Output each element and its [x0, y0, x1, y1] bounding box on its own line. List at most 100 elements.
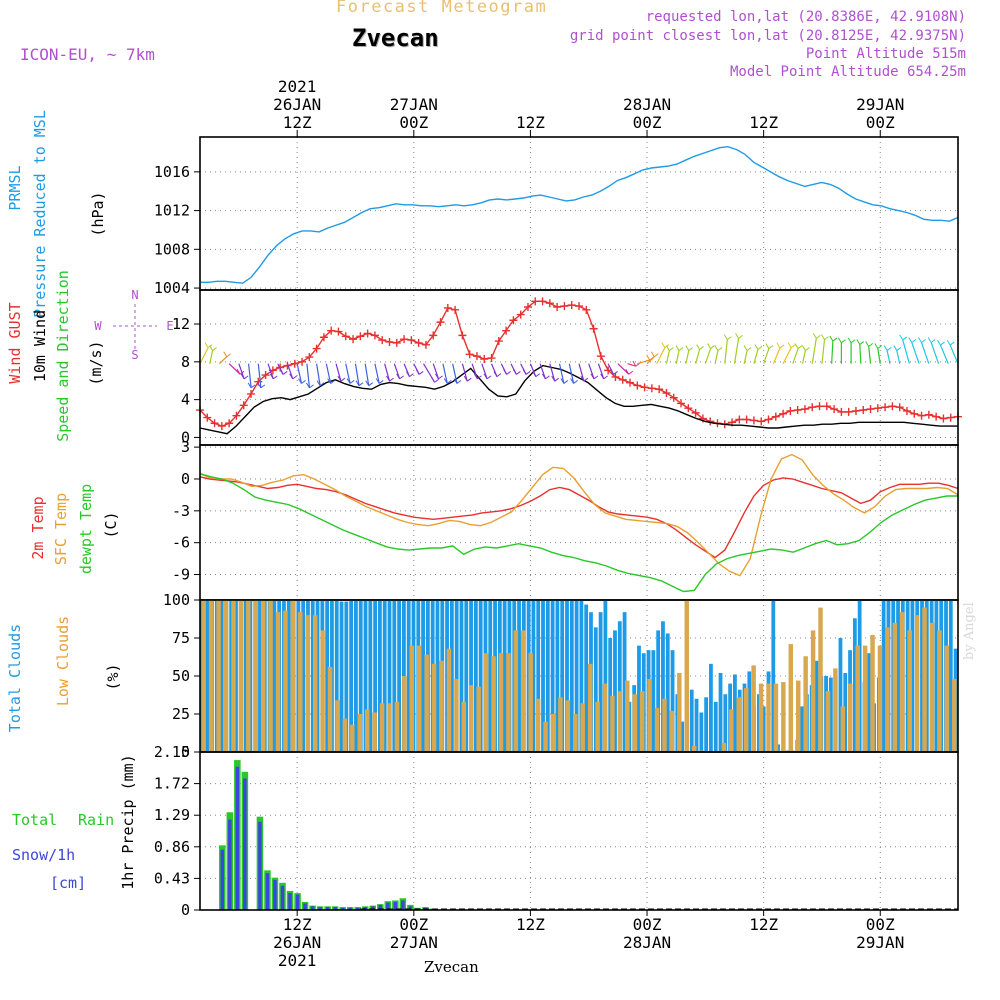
wind-arrow: [939, 344, 949, 364]
bottom-hour-label: 12Z: [516, 915, 545, 934]
gust-marker: [247, 389, 256, 398]
gust-marker: [859, 406, 868, 415]
low-cloud-bar: [491, 656, 496, 752]
total-cloud-bar: [478, 600, 483, 752]
precip-snow-bar: [235, 766, 240, 910]
total-cloud-bar: [656, 630, 661, 752]
wind-arrowhead: [560, 378, 569, 384]
ytick-label: 1.29: [154, 806, 190, 824]
wind-arrowhead: [337, 375, 346, 382]
precip-snow-bar: [280, 885, 285, 910]
ylabel-temp-2: dewpt Temp: [77, 484, 95, 574]
wind-arrowhead: [865, 341, 874, 347]
wind-arrowhead: [493, 371, 502, 378]
low-cloud-bar: [781, 682, 786, 752]
compass-e: E: [166, 319, 173, 333]
low-cloud-bar: [788, 644, 794, 752]
panel-frame: [199, 444, 959, 601]
low-cloud-bar: [320, 630, 325, 752]
wind-arrowhead: [899, 334, 908, 341]
low-cloud-bar: [632, 694, 637, 752]
total-cloud-bar: [344, 601, 349, 752]
low-cloud-bar: [461, 701, 467, 752]
gust-marker: [203, 413, 212, 422]
wind-arrowhead: [570, 378, 578, 384]
low-cloud-bar: [610, 695, 615, 752]
low-cloud-bar: [550, 714, 556, 752]
precip-snow-bar: [310, 906, 315, 910]
total-cloud-bar: [469, 600, 473, 752]
wind-arrowhead: [247, 382, 256, 389]
low-cloud-bar: [952, 679, 957, 752]
total-cloud-bar: [603, 600, 608, 752]
total-cloud-bar: [536, 600, 541, 752]
low-cloud-bar: [216, 600, 221, 752]
ytick-label: 0: [181, 428, 190, 446]
wind-arrow: [831, 341, 834, 364]
total-cloud-bar: [661, 621, 665, 752]
ytick-label: -9: [172, 566, 190, 584]
wind-arrowhead: [765, 343, 774, 349]
wind-arrow: [257, 363, 262, 388]
wind-arrow: [588, 363, 595, 380]
gust-marker: [932, 412, 941, 421]
wind-arrow: [597, 363, 605, 380]
ylabel-snow-unit: [cm]: [50, 874, 86, 892]
low-cloud-bar: [944, 645, 950, 752]
total-cloud-bar: [517, 600, 521, 752]
wind-arrow: [949, 344, 959, 364]
gust-marker: [611, 372, 620, 381]
ytick-label: 25: [172, 705, 190, 723]
gust-marker: [742, 415, 751, 424]
wind-arrow: [656, 347, 666, 364]
ylabel-temp-0: 2m Temp: [29, 496, 47, 559]
gust-marker: [545, 299, 554, 308]
gust-marker: [888, 402, 897, 411]
precip-snow-bar: [401, 900, 405, 910]
low-cloud-bar: [565, 700, 571, 752]
gust-marker: [662, 389, 671, 398]
ytick-label: 0.43: [154, 869, 190, 887]
top-hour-label: 00Z: [633, 113, 662, 132]
wind-arrow: [753, 349, 759, 364]
wind-arrow: [267, 363, 274, 380]
gust-marker: [589, 324, 598, 333]
total-cloud-bar: [948, 600, 953, 752]
wind-arrow: [228, 363, 241, 375]
gust-marker: [261, 371, 270, 380]
low-cloud-bar: [231, 600, 236, 752]
ytick-label: 0: [181, 470, 190, 488]
low-cloud-bar: [238, 600, 244, 752]
low-cloud-bar: [476, 686, 481, 752]
wind-arrowhead: [209, 345, 217, 351]
wind-arrow: [724, 339, 728, 364]
total-cloud-bar: [694, 698, 699, 752]
gust-marker: [465, 350, 474, 359]
precip-snow-bar: [355, 907, 360, 910]
low-cloud-bar: [862, 645, 868, 752]
gust-marker: [378, 336, 387, 345]
ytick-label: -3: [172, 502, 190, 520]
total-cloud-bar: [488, 600, 493, 752]
wind-arrowhead: [541, 373, 550, 380]
low-cloud-bar: [521, 630, 526, 752]
total-cloud-bar: [723, 694, 728, 752]
ylabel-wind-2: Speed and Direction: [54, 270, 72, 442]
gust-marker: [873, 404, 882, 413]
wind-arrow: [877, 348, 881, 364]
ytick-label: 0.86: [154, 838, 190, 856]
gust-marker: [487, 354, 496, 363]
bottom-hour-label: 00Z: [633, 915, 662, 934]
low-cloud-bar: [743, 688, 749, 752]
low-cloud-bar: [937, 630, 942, 752]
wind-arrow: [704, 348, 712, 364]
total-cloud-bar: [392, 600, 397, 752]
gust-marker: [815, 402, 824, 411]
precip-snow-bar: [303, 903, 307, 910]
total-cloud-bar: [680, 721, 685, 752]
gust-marker: [851, 406, 860, 415]
top-date-label: 29JAN: [856, 95, 904, 114]
low-cloud-bar: [439, 660, 444, 752]
low-cloud-bar: [907, 630, 912, 752]
low-cloud-bar: [379, 703, 385, 752]
